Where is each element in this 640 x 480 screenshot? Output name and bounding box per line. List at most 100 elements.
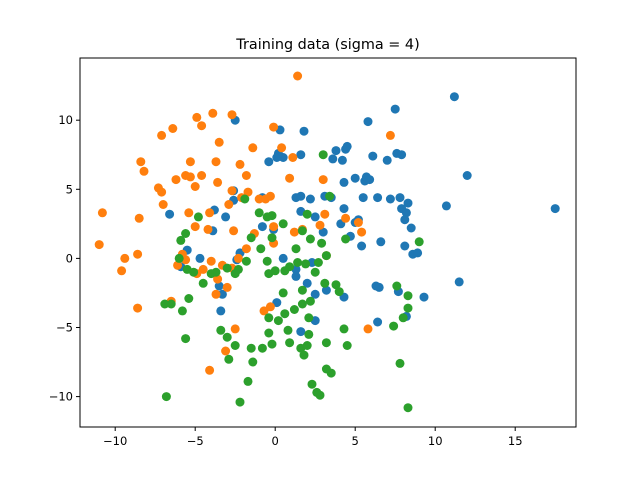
data-point — [273, 316, 283, 326]
data-point — [321, 364, 331, 374]
data-point — [289, 227, 299, 237]
data-point — [413, 248, 423, 258]
data-point — [195, 253, 205, 263]
data-point — [373, 317, 383, 327]
data-point — [264, 157, 274, 167]
data-point — [441, 201, 451, 211]
data-point — [320, 278, 330, 288]
data-point — [278, 288, 288, 298]
data-point — [307, 379, 317, 389]
data-point — [400, 241, 410, 251]
data-point — [310, 212, 320, 222]
data-point — [222, 263, 232, 273]
data-point — [406, 223, 416, 233]
data-point — [403, 198, 413, 208]
data-point — [315, 220, 325, 230]
data-point — [193, 212, 203, 222]
data-point — [373, 193, 383, 203]
plot-area-frame — [79, 57, 577, 428]
data-point — [449, 92, 459, 102]
data-point — [305, 296, 315, 306]
data-point — [328, 154, 338, 164]
data-point — [342, 141, 352, 151]
data-point — [280, 266, 290, 276]
data-point — [363, 324, 373, 334]
data-point — [318, 175, 328, 185]
data-point — [241, 256, 251, 266]
data-point — [389, 321, 399, 331]
data-point — [390, 104, 400, 114]
data-point — [94, 240, 104, 250]
data-point — [288, 153, 298, 162]
y-tick-label: −10 — [49, 390, 73, 404]
data-point — [221, 346, 231, 356]
data-point — [267, 233, 277, 243]
x-tick-label: 5 — [352, 434, 359, 448]
data-point — [365, 175, 375, 185]
data-point — [221, 212, 231, 222]
x-tick-label: 15 — [508, 434, 523, 448]
data-point — [229, 226, 239, 236]
data-point — [157, 130, 167, 140]
data-point — [168, 124, 178, 133]
y-tick-label: 0 — [66, 251, 73, 265]
data-point — [243, 376, 253, 386]
data-point — [270, 266, 280, 276]
data-point — [214, 281, 224, 291]
data-point — [264, 328, 274, 338]
data-points — [94, 71, 560, 413]
data-point — [339, 204, 349, 214]
data-point — [157, 187, 167, 197]
data-point — [216, 306, 226, 316]
data-point — [211, 267, 221, 277]
data-point — [337, 155, 347, 165]
data-point — [224, 200, 234, 209]
data-point — [297, 226, 307, 236]
data-point — [205, 365, 215, 375]
data-point — [357, 241, 367, 251]
data-point — [205, 208, 215, 218]
data-point — [285, 173, 295, 183]
data-point — [158, 200, 168, 209]
data-point — [318, 227, 328, 237]
data-point — [385, 194, 395, 204]
data-point — [213, 177, 223, 187]
data-point — [230, 324, 240, 334]
data-point — [184, 208, 194, 218]
data-point — [302, 341, 312, 350]
data-point — [233, 253, 243, 263]
data-point — [296, 150, 306, 160]
data-point — [198, 278, 208, 288]
data-point — [285, 338, 295, 348]
data-point — [305, 194, 315, 204]
data-point — [302, 209, 312, 219]
data-point — [301, 259, 311, 269]
data-point — [197, 121, 207, 131]
data-point — [190, 222, 200, 232]
data-point — [305, 234, 315, 244]
data-point — [321, 285, 331, 295]
data-point — [254, 208, 264, 218]
data-point — [174, 253, 184, 263]
data-point — [176, 235, 186, 245]
data-point — [185, 172, 195, 182]
data-point — [414, 237, 424, 247]
data-point — [230, 341, 240, 350]
data-point — [240, 194, 250, 204]
data-point — [177, 306, 187, 316]
data-point — [213, 274, 223, 284]
data-point — [291, 244, 301, 254]
data-point — [248, 357, 258, 367]
data-point — [246, 343, 256, 353]
data-point — [211, 157, 221, 167]
data-point — [334, 287, 344, 297]
data-point — [136, 157, 146, 167]
data-point — [357, 227, 367, 237]
data-point — [297, 285, 307, 295]
x-tick-label: 0 — [272, 434, 279, 448]
data-point — [291, 271, 301, 281]
data-point — [181, 229, 191, 238]
data-point — [313, 258, 323, 267]
data-point — [342, 341, 352, 350]
data-point — [403, 303, 413, 313]
